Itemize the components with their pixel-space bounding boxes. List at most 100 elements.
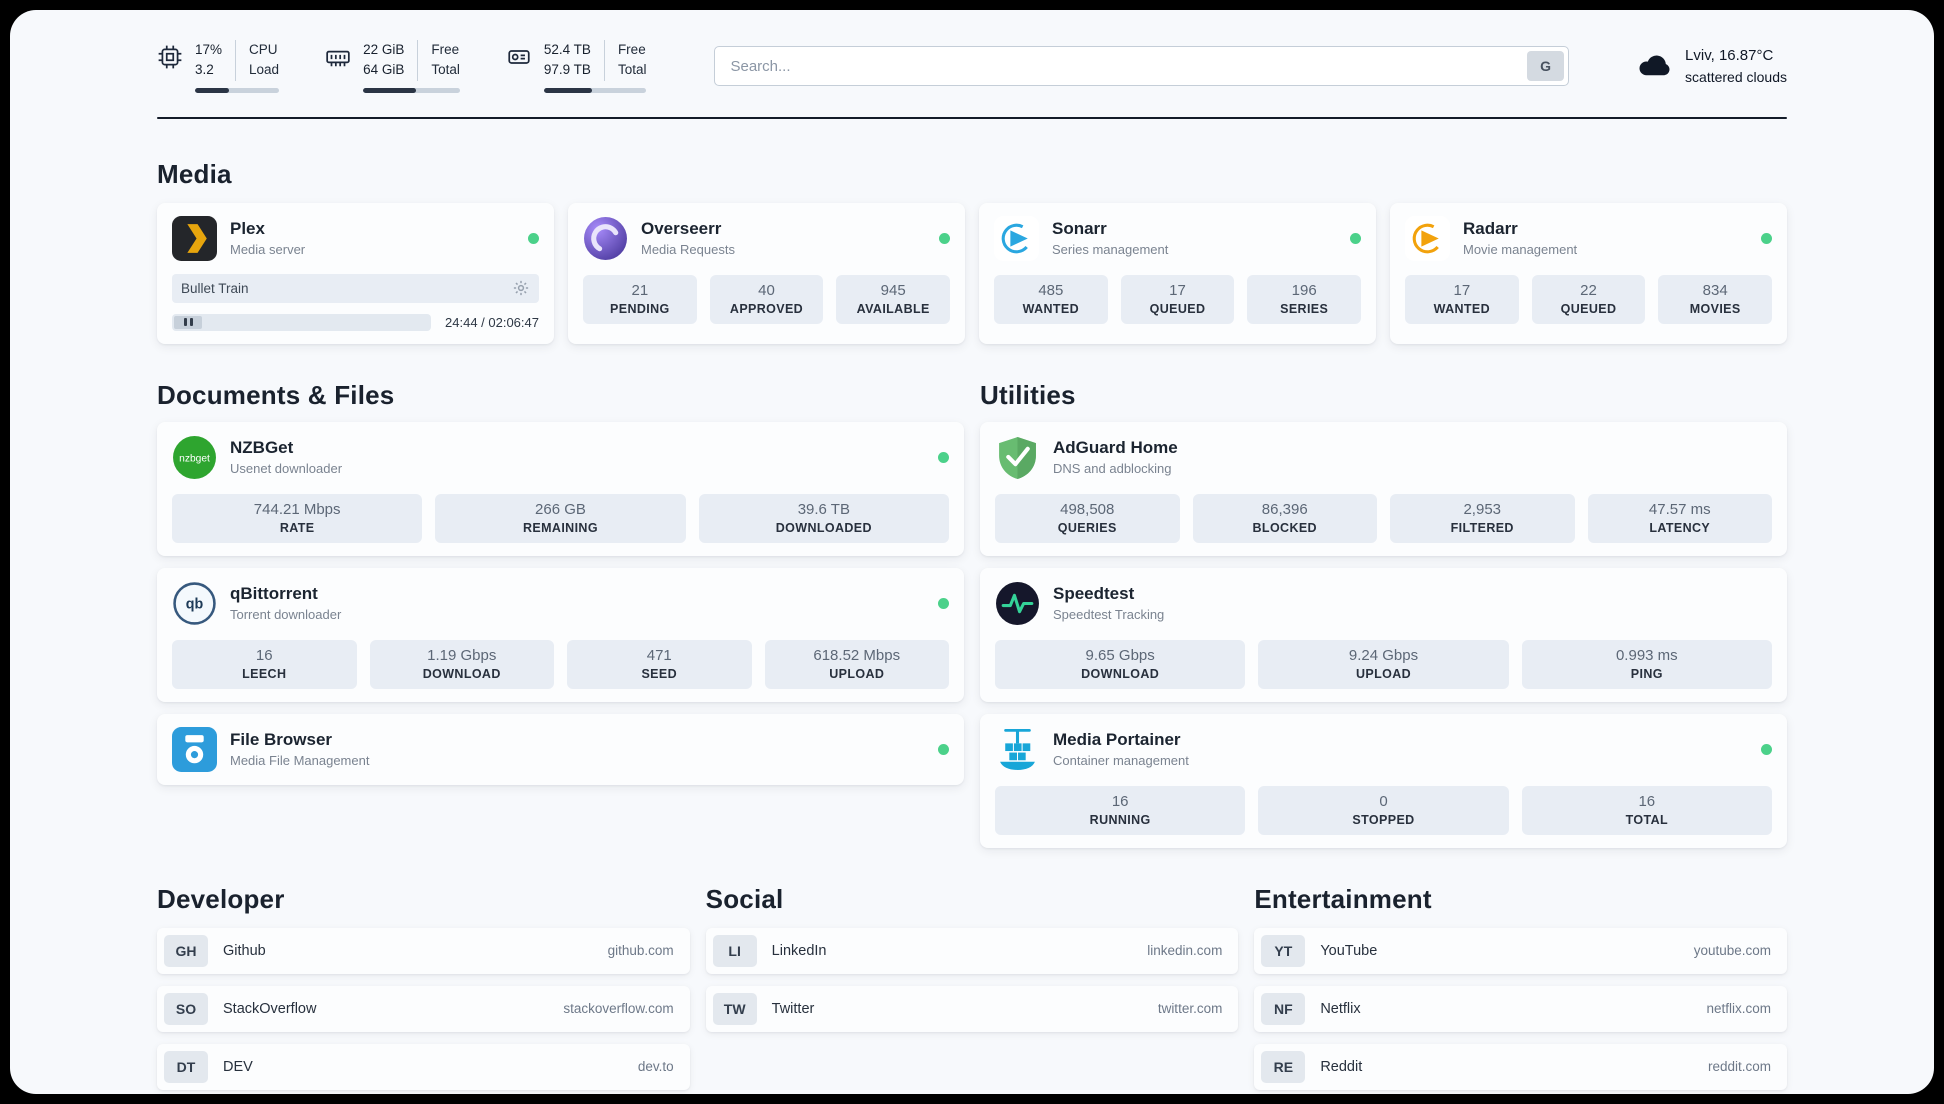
app-subtitle: Torrent downloader <box>230 607 342 622</box>
cpu-usage-label: CPU <box>249 42 278 57</box>
playback-progress-track[interactable] <box>172 313 432 331</box>
now-playing-bar: Bullet Train <box>172 273 539 303</box>
bookmark-reddit[interactable]: RE Reddit reddit.com <box>1254 1043 1787 1090</box>
app-card-speedtest[interactable]: Speedtest Speedtest Tracking 9.65 Gbps D… <box>980 567 1787 702</box>
app-name: Overseerr <box>641 219 722 238</box>
stat-queued: 17 QUEUED <box>1120 274 1235 324</box>
app-name: NZBGet <box>230 438 294 457</box>
section-title-media: Media <box>157 158 232 189</box>
app-card-filebrowser[interactable]: File Browser Media File Management <box>157 713 964 785</box>
bookmark-name: DEV <box>223 1058 253 1075</box>
app-subtitle: Media Requests <box>641 242 735 257</box>
playback-time: 24:44 / 02:06:47 <box>445 314 539 330</box>
bookmark-linkedin[interactable]: LI LinkedIn linkedin.com <box>705 927 1239 974</box>
cpu-load-value: 3.2 <box>195 62 214 78</box>
bookmark-github[interactable]: GH Github github.com <box>157 927 690 974</box>
stat-running: 16 RUNNING <box>995 785 1246 835</box>
app-name: Media Portainer <box>1053 730 1181 749</box>
adguard-icon <box>995 435 1040 480</box>
nzbget-icon: nzbget <box>172 435 217 480</box>
bookmark-name: Netflix <box>1320 1000 1361 1017</box>
bookmark-youtube[interactable]: YT YouTube youtube.com <box>1254 927 1787 974</box>
search-engine-button[interactable]: G <box>1527 51 1565 82</box>
section-documents: Documents & Files nzbget NZBGet Usenet d… <box>157 380 964 785</box>
bookmark-dev[interactable]: DT DEV dev.to <box>157 1043 690 1090</box>
stat-upload: 9.24 Gbps UPLOAD <box>1258 639 1509 689</box>
section-title-entertainment: Entertainment <box>1254 883 1432 914</box>
stat-ping: 0.993 ms PING <box>1521 639 1772 689</box>
app-subtitle: Series management <box>1052 242 1169 257</box>
status-dot <box>938 743 949 755</box>
disk-total-label: Total <box>617 62 647 78</box>
filebrowser-icon <box>172 726 217 772</box>
app-card-overseerr[interactable]: Overseerr Media Requests 21 PENDING 40 A… <box>568 202 965 344</box>
plex-icon <box>172 215 217 261</box>
cpu-progress-bar <box>195 87 280 93</box>
ram-icon <box>325 44 351 70</box>
stat-download: 1.19 Gbps DOWNLOAD <box>369 639 554 689</box>
bookmark-twitter[interactable]: TW Twitter twitter.com <box>705 985 1239 1032</box>
bookmark-name: Twitter <box>771 1000 815 1017</box>
bookmark-badge: NF <box>1261 992 1306 1025</box>
ram-free-label: Free <box>431 42 460 57</box>
cpu-widget: 17% 3.2 CPU Load <box>157 40 280 93</box>
app-name: Speedtest <box>1053 584 1135 603</box>
bookmark-url: reddit.com <box>1707 1059 1771 1074</box>
cpu-usage-value: 17% <box>195 42 223 57</box>
app-name: AdGuard Home <box>1053 438 1178 457</box>
sonarr-icon <box>994 215 1039 261</box>
gear-icon[interactable] <box>512 279 530 297</box>
stat-remaining: 266 GB REMAINING <box>435 493 686 543</box>
search-bar: G <box>714 46 1570 87</box>
app-card-portainer[interactable]: Media Portainer Container management 16 … <box>980 713 1787 848</box>
app-card-adguard[interactable]: AdGuard Home DNS and adblocking 498,508 … <box>980 421 1787 556</box>
app-card-radarr[interactable]: Radarr Movie management 17 WANTED 22 QUE… <box>1390 202 1787 344</box>
app-name: File Browser <box>230 730 333 749</box>
stat-download: 9.65 Gbps DOWNLOAD <box>995 639 1246 689</box>
bookmark-stackoverflow[interactable]: SO StackOverflow stackoverflow.com <box>157 985 690 1032</box>
status-dot <box>938 451 949 463</box>
pause-icon[interactable] <box>174 315 202 329</box>
portainer-icon <box>995 727 1040 772</box>
disk-free-label: Free <box>617 42 646 57</box>
cpu-icon <box>157 44 183 70</box>
section-media: Media Plex Media server <box>157 159 1787 344</box>
stat-total: 16 TOTAL <box>1521 785 1772 835</box>
memory-widget: 22 GiB 64 GiB Free Total <box>325 40 460 93</box>
stat-seed: 471 SEED <box>567 639 752 689</box>
app-card-nzbget[interactable]: nzbget NZBGet Usenet downloader 744.21 M… <box>157 421 964 556</box>
disk-total-value: 97.9 TB <box>543 62 591 78</box>
bookmark-badge: GH <box>164 934 208 967</box>
search-input[interactable] <box>714 46 1570 87</box>
app-card-qbittorrent[interactable]: qb qBittorrent Torrent downloader 16 LEE… <box>157 567 964 702</box>
app-subtitle: DNS and adblocking <box>1053 461 1172 476</box>
bookmark-name: Reddit <box>1320 1058 1363 1075</box>
stat-filtered: 2,953 FILTERED <box>1390 493 1575 543</box>
section-social: Social LI LinkedIn linkedin.com TW Twitt… <box>705 883 1239 1090</box>
section-title-social: Social <box>705 883 784 914</box>
app-name: Radarr <box>1463 219 1518 238</box>
stat-wanted: 17 WANTED <box>1405 274 1519 324</box>
bookmark-url: youtube.com <box>1693 943 1771 958</box>
bookmark-netflix[interactable]: NF Netflix netflix.com <box>1254 985 1787 1032</box>
player-controls: 24:44 / 02:06:47 <box>172 313 539 331</box>
bookmark-badge: TW <box>712 992 757 1025</box>
bookmark-url: stackoverflow.com <box>563 1001 674 1016</box>
svg-text:nzbget: nzbget <box>179 453 210 464</box>
app-name: qBittorrent <box>230 584 318 603</box>
overseerr-icon <box>583 216 628 261</box>
section-title-utilities: Utilities <box>980 379 1076 410</box>
bookmark-badge: LI <box>712 934 757 967</box>
hdd-icon <box>506 44 532 70</box>
status-dot <box>939 232 950 244</box>
stat-upload: 618.52 Mbps UPLOAD <box>764 639 949 689</box>
app-card-plex[interactable]: Plex Media server Bullet Train <box>157 202 554 344</box>
ram-total-label: Total <box>431 62 460 78</box>
cloud-icon <box>1637 49 1673 84</box>
bookmark-url: dev.to <box>637 1059 674 1074</box>
app-subtitle: Speedtest Tracking <box>1053 607 1165 622</box>
ram-free-value: 22 GiB <box>363 42 405 57</box>
app-card-sonarr[interactable]: Sonarr Series management 485 WANTED 17 Q… <box>979 202 1376 344</box>
section-title-documents: Documents & Files <box>157 379 395 410</box>
status-dot <box>1761 743 1772 755</box>
